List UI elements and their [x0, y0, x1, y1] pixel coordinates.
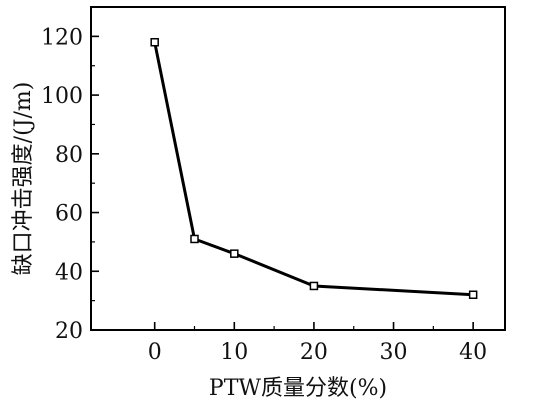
y-tick-label: 20 [55, 319, 83, 344]
y-axis: 20 40 60 80 100 120 [41, 25, 99, 344]
x-axis: 0 10 20 30 40 [148, 322, 487, 365]
y-axis-title: 缺口冲击强度/(J/m) [11, 82, 36, 276]
x-axis-title: PTW质量分数(%) [209, 376, 387, 401]
x-tick-label: 30 [380, 340, 408, 365]
y-tick-label: 40 [55, 260, 83, 285]
y-tick-label: 60 [55, 202, 83, 227]
data-point [190, 234, 199, 244]
data-point [309, 281, 319, 291]
plot-frame [90, 6, 506, 331]
series-layer [150, 37, 478, 300]
series-line [153, 41, 474, 297]
x-tick-label: 10 [220, 340, 248, 365]
y-tick-label: 100 [41, 84, 83, 109]
y-tick-label: 120 [41, 25, 83, 50]
y-tick-label: 80 [55, 143, 83, 168]
data-point [150, 37, 159, 47]
data-point [468, 290, 478, 300]
plot-area-border [90, 6, 506, 331]
x-tick-label: 0 [148, 340, 162, 365]
data-point [230, 249, 239, 258]
x-tick-label: 20 [300, 340, 328, 365]
x-tick-label: 40 [459, 340, 487, 365]
